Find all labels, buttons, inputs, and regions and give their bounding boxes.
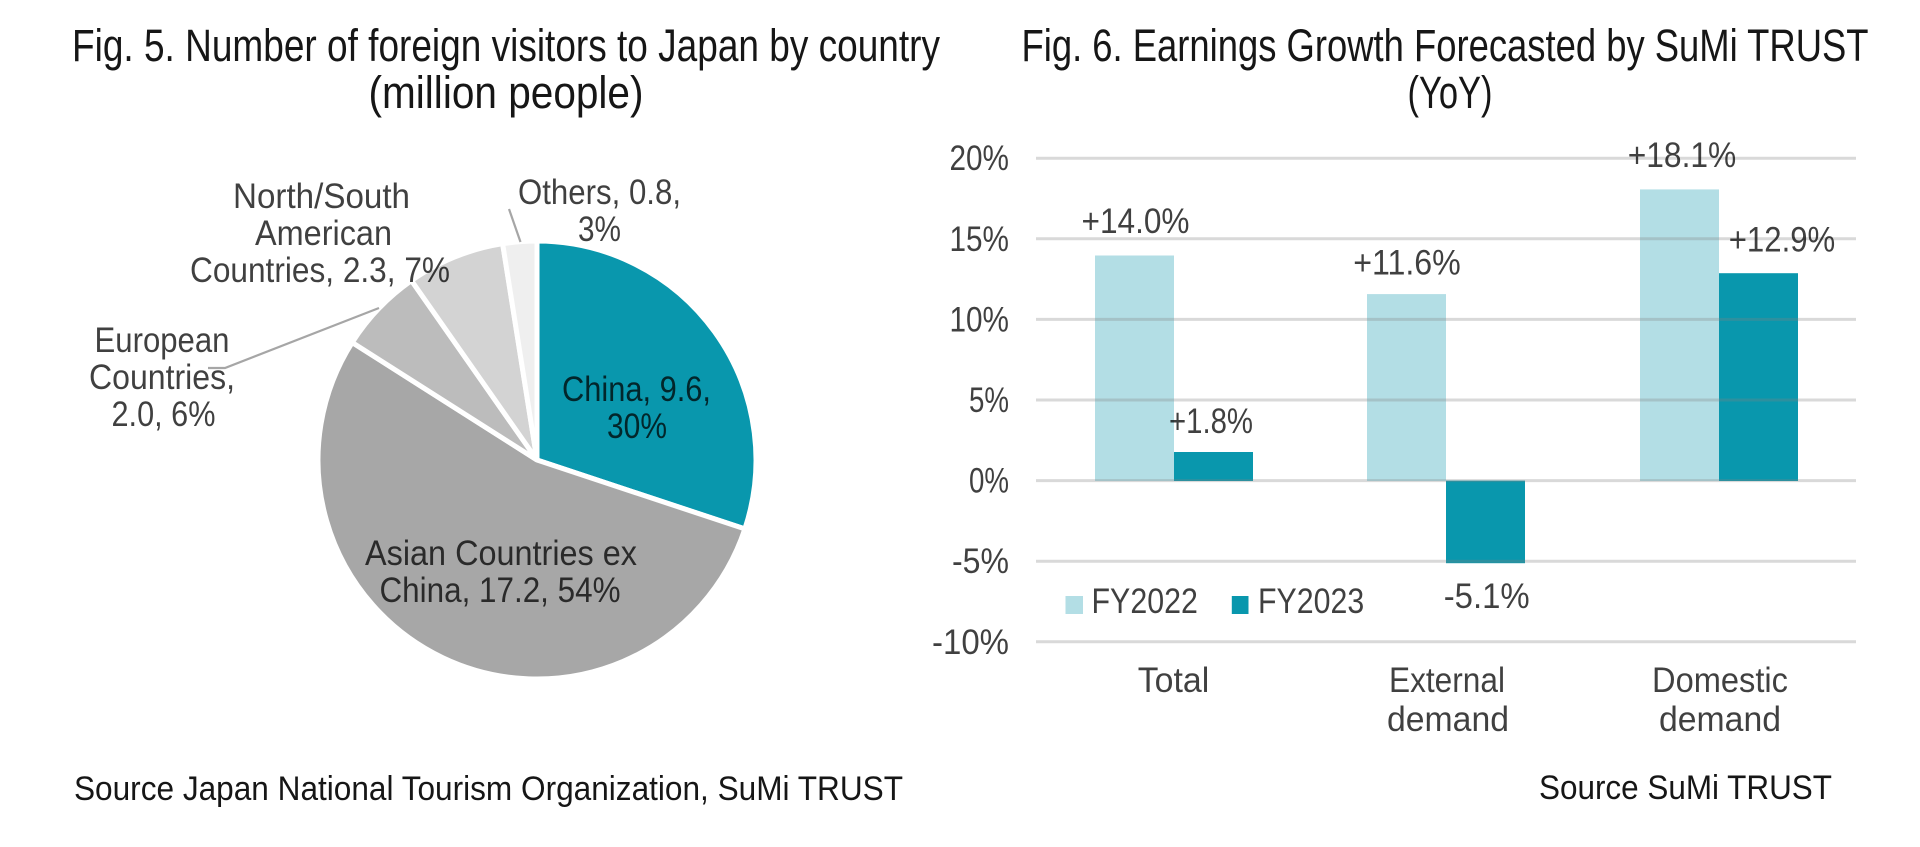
svg-text:Others, 0.8,: Others, 0.8, (518, 173, 681, 212)
svg-text:China, 9.6,: China, 9.6, (562, 370, 711, 409)
svg-text:China, 17.2, 54%: China, 17.2, 54% (380, 571, 621, 610)
svg-text:Source SuMi TRUST: Source SuMi TRUST (1539, 769, 1832, 807)
svg-text:Domestic: Domestic (1652, 661, 1788, 700)
svg-text:2.0, 6%: 2.0, 6% (112, 395, 216, 434)
svg-text:+12.9%: +12.9% (1729, 221, 1836, 260)
svg-text:5%: 5% (969, 381, 1009, 420)
svg-text:Countries,: Countries, (89, 358, 235, 397)
svg-text:-5%: -5% (952, 542, 1009, 581)
svg-text:American: American (255, 214, 392, 253)
svg-text:Total: Total (1138, 661, 1210, 700)
svg-text:Fig. 5. Number of foreign visi: Fig. 5. Number of foreign visitors to Ja… (72, 20, 940, 71)
svg-text:Countries, 2.3, 7%: Countries, 2.3, 7% (190, 251, 450, 290)
svg-text:(YoY): (YoY) (1408, 67, 1493, 118)
svg-text:15%: 15% (950, 220, 1010, 259)
svg-text:20%: 20% (950, 139, 1010, 178)
svg-text:0%: 0% (969, 462, 1009, 501)
svg-text:demand: demand (1659, 700, 1781, 739)
svg-text:Asian Countries ex: Asian Countries ex (365, 534, 637, 573)
svg-text:-10%: -10% (932, 623, 1009, 662)
svg-text:-5.1%: -5.1% (1444, 577, 1530, 616)
svg-text:30%: 30% (607, 407, 667, 446)
svg-text:+11.6%: +11.6% (1353, 244, 1461, 283)
svg-text:External: External (1389, 661, 1505, 700)
svg-text:+18.1%: +18.1% (1628, 136, 1737, 175)
svg-text:FY2023: FY2023 (1258, 582, 1364, 621)
svg-text:North/South: North/South (233, 177, 410, 216)
svg-text:+1.8%: +1.8% (1169, 402, 1253, 441)
svg-text:Source Japan National Tourism: Source Japan National Tourism Organizati… (74, 770, 903, 808)
svg-text:demand: demand (1387, 700, 1509, 739)
svg-text:(million people): (million people) (369, 67, 644, 118)
svg-text:10%: 10% (950, 300, 1010, 339)
svg-text:European: European (95, 321, 230, 360)
svg-text:3%: 3% (578, 210, 621, 249)
svg-text:+14.0%: +14.0% (1082, 202, 1190, 241)
svg-text:FY2022: FY2022 (1092, 582, 1198, 621)
svg-text:Fig. 6. Earnings Growth Foreca: Fig. 6. Earnings Growth Forecasted by Su… (1022, 20, 1869, 71)
